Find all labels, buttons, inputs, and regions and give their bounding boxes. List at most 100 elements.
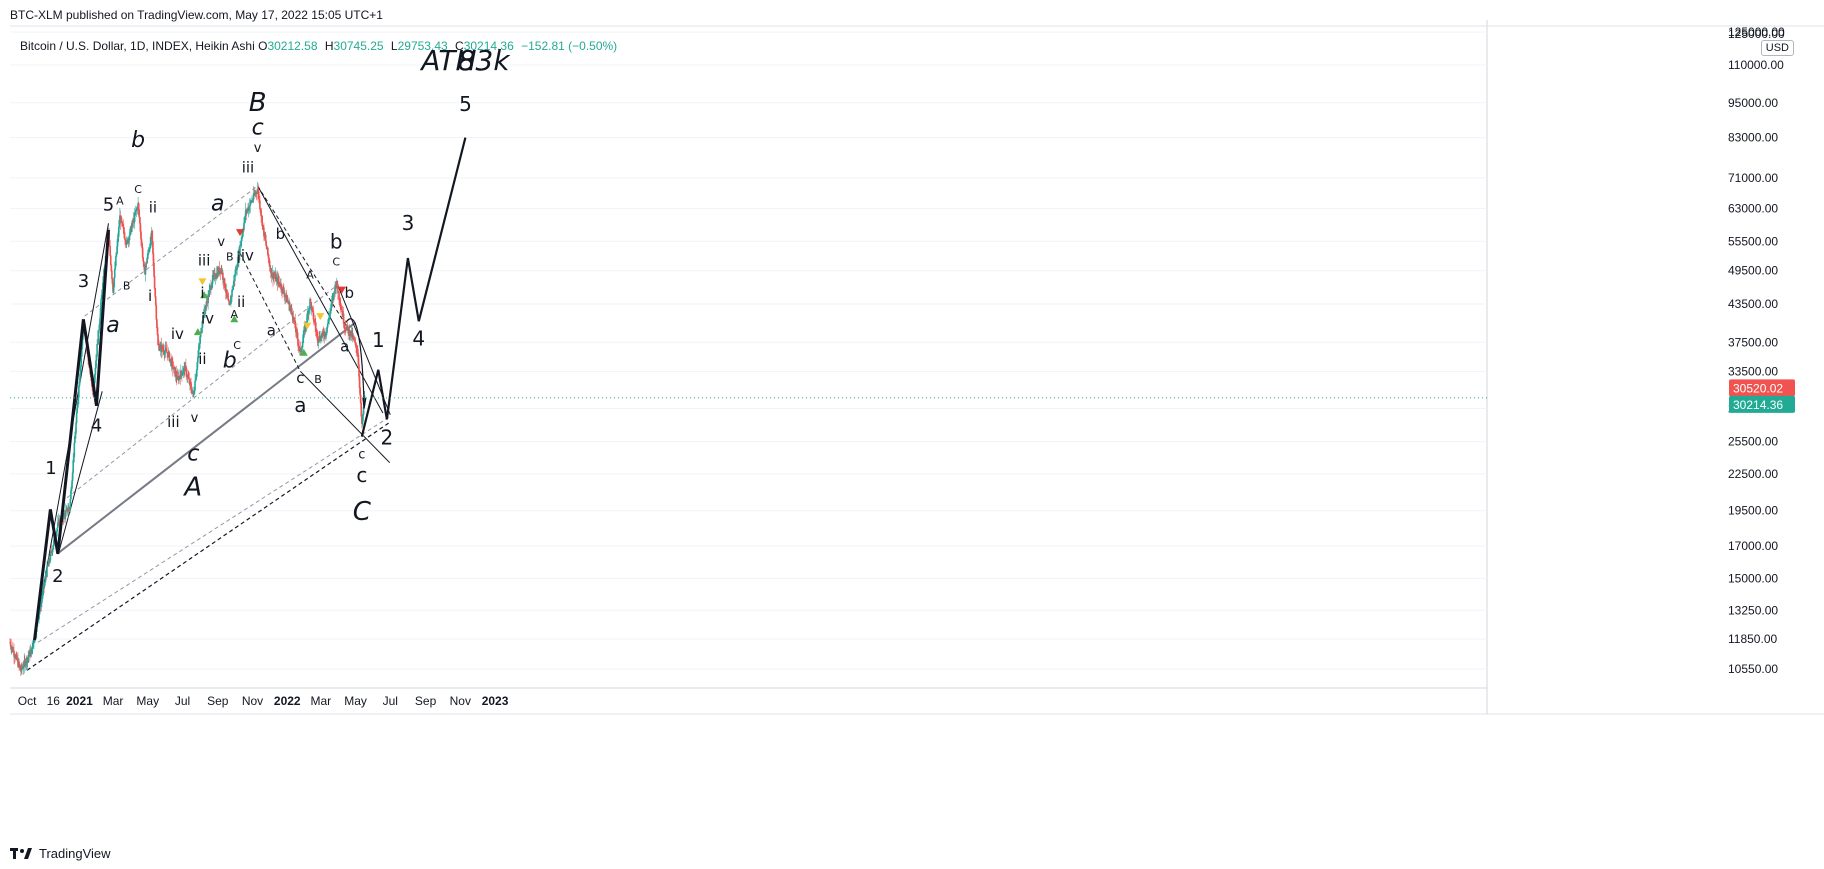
y-tick-label: 125000.00: [1728, 27, 1785, 41]
y-tick-label: 63000.00: [1728, 202, 1778, 216]
wedge-lower: [299, 370, 391, 464]
y-tick-label: 33500.00: [1728, 364, 1778, 378]
wave-label: iii: [198, 252, 211, 270]
price-label-bg: [1729, 395, 1795, 413]
published-text: BTC-XLM published on TradingView.com, Ma…: [10, 8, 383, 22]
x-tick-label: Jul: [175, 694, 190, 708]
x-tick-label: Oct: [18, 694, 37, 708]
signal-marker-down: [337, 286, 346, 294]
tradingview-logo-icon: [10, 847, 32, 859]
x-tick-label: Sep: [415, 694, 437, 708]
wave-label: ATH: [419, 44, 476, 77]
close-value: 30214.36: [463, 39, 514, 53]
wave-label: a: [211, 192, 224, 217]
wave-label: c: [187, 441, 199, 466]
x-tick-label: Mar: [311, 694, 332, 708]
symbol-legend: Bitcoin / U.S. Dollar, 1D, INDEX, Heikin…: [20, 39, 621, 53]
x-tick-label: 2021: [66, 694, 93, 708]
currency-button[interactable]: USD: [1760, 40, 1794, 56]
x-tick-label: 2023: [482, 694, 509, 708]
wave-label: b: [223, 349, 237, 374]
change-value: −152.81 (−0.50%): [521, 39, 618, 53]
signal-marker-up: [200, 291, 209, 299]
x-tick-label: Sep: [207, 694, 229, 708]
wave-label: iv: [171, 325, 184, 343]
signal-marker-down: [198, 278, 207, 286]
signal-marker-up: [193, 328, 202, 336]
wave-label: a: [106, 313, 119, 338]
y-tick-label: 13250.00: [1728, 603, 1778, 617]
x-tick-label: 2022: [274, 694, 301, 708]
x-tick-label: Jul: [383, 694, 398, 708]
c-leg-dashed: [239, 252, 301, 372]
wave-label: b: [131, 128, 145, 153]
wedge-upper: [257, 185, 384, 414]
wave-label: 2: [381, 426, 394, 450]
signal-marker-up: [230, 315, 239, 323]
y-tick-label: 25500.00: [1728, 435, 1778, 449]
low-value: 29753.43: [397, 39, 448, 53]
symbol-name: Bitcoin / U.S. Dollar, 1D, INDEX, Heikin…: [20, 39, 255, 53]
low-label: L: [390, 39, 398, 53]
wave-label: c: [358, 447, 365, 462]
wave-label: c: [296, 369, 304, 387]
wave-label: i: [200, 284, 204, 302]
channel-outer-dashed: [26, 422, 389, 671]
y-tick-label: 17000.00: [1728, 539, 1778, 553]
curved-arrow: [345, 318, 365, 405]
y-tick-label: 49500.00: [1728, 264, 1778, 278]
x-tick-label: 16: [47, 694, 61, 708]
y-tick-label: 15000.00: [1728, 571, 1778, 585]
projection-path: [360, 137, 467, 437]
wave-label: C: [332, 256, 340, 269]
wave-label: i: [237, 249, 241, 267]
wave-label: C: [134, 183, 142, 196]
wave-label: v: [217, 235, 225, 250]
wave-label: a: [267, 321, 276, 339]
wave-label: B: [226, 251, 234, 264]
wave-label: A: [116, 195, 124, 208]
price-label-last: 30214.36: [1733, 398, 1783, 412]
y-tick-label: 11850.00: [1728, 632, 1777, 646]
y-tick-label: 43500.00: [1728, 297, 1778, 311]
wave-label: v: [191, 411, 199, 426]
brand-label: TradingView: [39, 846, 111, 861]
trendline-a-base: [56, 321, 357, 555]
price-label-bg: [1729, 379, 1795, 397]
y-tick-label: 125000.00: [1728, 25, 1785, 39]
curved-arrow-head: [362, 397, 367, 409]
y-tick-label: 95000.00: [1728, 96, 1778, 110]
wave-label: i: [148, 287, 152, 305]
tradingview-brand[interactable]: TradingView: [10, 846, 111, 861]
wave-label: 5: [459, 92, 472, 116]
wave-label: B: [123, 280, 131, 293]
signal-marker-down: [316, 313, 325, 321]
open-label: O: [258, 39, 268, 53]
y-tick-label: 22500.00: [1728, 467, 1778, 481]
wave-label: iii: [242, 158, 255, 176]
wave-label: 83k: [458, 44, 512, 77]
wave-label: v: [254, 141, 262, 156]
wave-label: A: [182, 472, 202, 502]
wave-label: a: [340, 337, 349, 355]
impulse-wave-path: [33, 229, 110, 641]
wave-label: 4: [91, 416, 102, 437]
wave-label: c: [356, 463, 367, 487]
wave-label: 3: [402, 211, 415, 235]
wave-label: c: [252, 115, 264, 140]
x-tick-label: Mar: [103, 694, 124, 708]
x-tick-label: Nov: [242, 694, 263, 708]
wave-label: C: [353, 497, 372, 527]
wave-label: 3: [78, 271, 89, 292]
wave-label: B: [249, 88, 267, 118]
wave-label: ii: [237, 293, 245, 311]
wave-label: ii: [149, 199, 157, 217]
wave-label: C: [233, 339, 241, 352]
wave-label: 5: [103, 195, 114, 216]
y-tick-label: 83000.00: [1728, 131, 1778, 145]
signal-marker-up: [299, 348, 308, 356]
wave-label: iv: [241, 247, 254, 265]
y-tick-label: 37500.00: [1728, 335, 1778, 349]
wave-label: 1: [372, 328, 385, 352]
